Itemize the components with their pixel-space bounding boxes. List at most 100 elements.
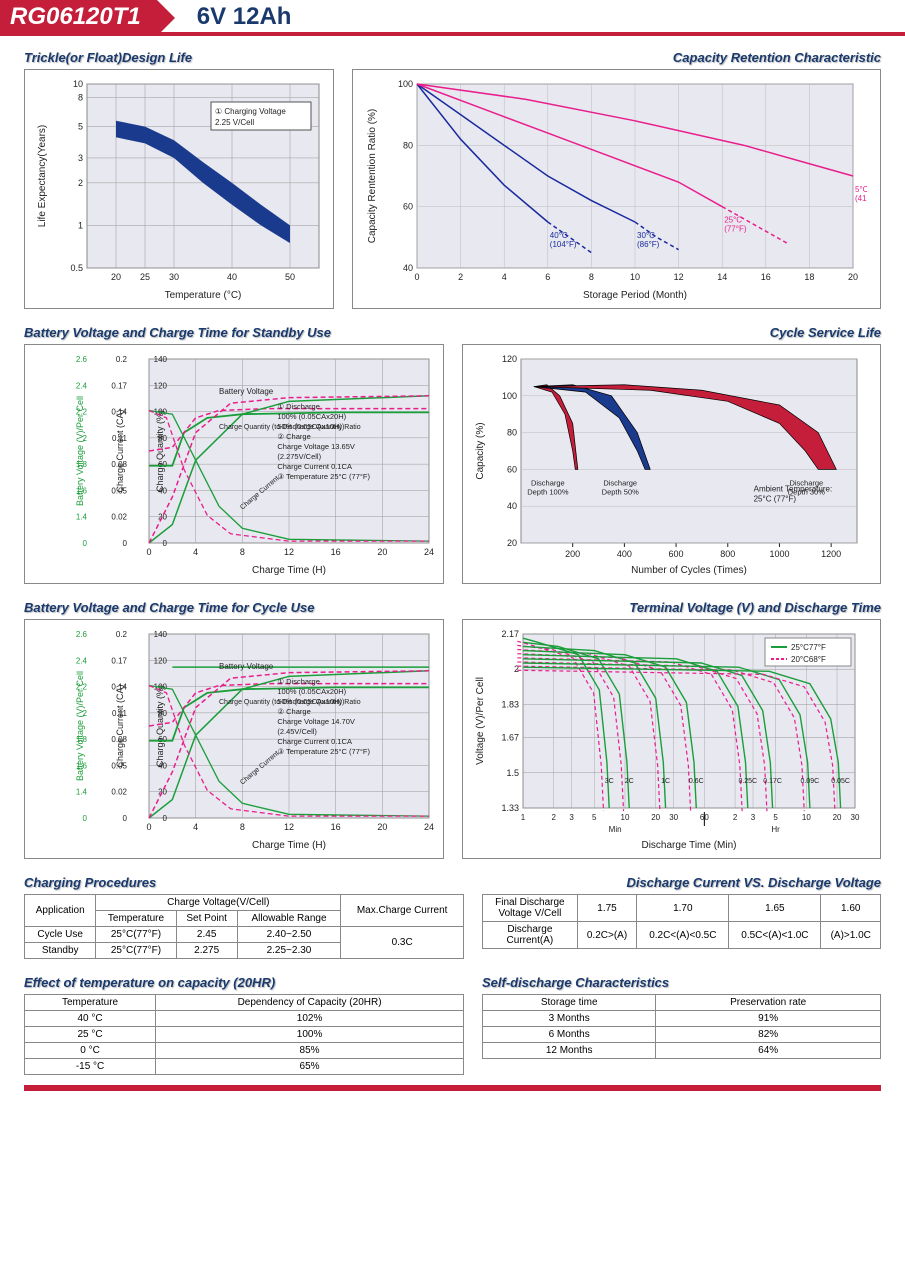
- svg-text:2.17: 2.17: [501, 629, 519, 639]
- svg-text:100% (0.05CAx20H): 100% (0.05CAx20H): [277, 412, 346, 421]
- svg-text:0.17: 0.17: [111, 656, 127, 665]
- svg-text:140: 140: [154, 630, 168, 639]
- svg-text:12: 12: [674, 272, 684, 282]
- svg-text:5: 5: [592, 813, 597, 822]
- svg-text:40: 40: [507, 501, 517, 511]
- svg-text:Discharge: Discharge: [531, 478, 565, 487]
- svg-text:1.83: 1.83: [501, 699, 519, 709]
- svg-text:60: 60: [507, 464, 517, 474]
- charging-procedures-table: ApplicationCharge Voltage(V/Cell)Max.Cha…: [24, 894, 464, 959]
- svg-text:2: 2: [78, 178, 83, 188]
- svg-text:60: 60: [403, 202, 413, 212]
- header: RG06120T1 6V 12Ah: [0, 0, 905, 36]
- svg-text:0: 0: [163, 814, 168, 823]
- svg-text:20: 20: [377, 822, 387, 832]
- chart1: 0.512358102025304050① Charging Voltage 2…: [24, 69, 334, 309]
- svg-text:8: 8: [240, 547, 245, 557]
- svg-text:20: 20: [158, 513, 167, 522]
- svg-text:20: 20: [507, 538, 517, 548]
- svg-text:0: 0: [83, 539, 88, 548]
- svg-text:Battery Voltage: Battery Voltage: [219, 387, 274, 396]
- svg-text:5: 5: [78, 122, 83, 132]
- svg-text:10: 10: [802, 813, 811, 822]
- svg-text:50% (0.05CAx10H): 50% (0.05CAx10H): [277, 422, 342, 431]
- svg-text:Capacity Rentention Ratio (%): Capacity Rentention Ratio (%): [367, 109, 378, 244]
- svg-text:1.67: 1.67: [501, 733, 519, 743]
- chart2: 0246810121416182040608010040°C(104°F)30°…: [352, 69, 881, 309]
- svg-text:Charge Time (H): Charge Time (H): [252, 840, 326, 851]
- svg-text:(86°F): (86°F): [637, 240, 660, 249]
- svg-text:Charge Quantity (%): Charge Quantity (%): [155, 685, 165, 767]
- svg-text:40°C: 40°C: [550, 231, 568, 240]
- self-discharge-table: Storage timePreservation rate3 Months91%…: [482, 994, 881, 1059]
- svg-text:③ Temperature 25°C (77°F): ③ Temperature 25°C (77°F): [277, 747, 370, 756]
- svg-text:(41°F): (41°F): [855, 194, 867, 203]
- svg-text:2.4: 2.4: [76, 381, 88, 390]
- chart2-title: Capacity Retention Characteristic: [352, 50, 881, 65]
- svg-text:0: 0: [83, 814, 88, 823]
- svg-text:16: 16: [331, 822, 341, 832]
- svg-text:0.02: 0.02: [111, 513, 127, 522]
- chart6: 1.331.51.671.8322.1712351020306023510203…: [462, 619, 881, 859]
- svg-text:600: 600: [669, 549, 684, 559]
- spec-label: 6V 12Ah: [157, 0, 905, 36]
- svg-text:100: 100: [398, 79, 413, 89]
- svg-text:1C: 1C: [661, 778, 670, 785]
- svg-text:20°C68°F: 20°C68°F: [791, 655, 826, 664]
- svg-text:800: 800: [720, 549, 735, 559]
- table1-title: Charging Procedures: [24, 875, 464, 890]
- svg-text:30°C: 30°C: [637, 231, 655, 240]
- model-label: RG06120T1: [0, 0, 157, 36]
- svg-text:80: 80: [403, 140, 413, 150]
- chart5-title: Battery Voltage and Charge Time for Cycl…: [24, 600, 444, 615]
- svg-text:Charge Current 0.1CA: Charge Current 0.1CA: [277, 462, 352, 471]
- discharge-current-table: Final DischargeVoltage V/Cell1.751.701.6…: [482, 894, 881, 949]
- svg-text:Battery Voltage (V)/Per Cell: Battery Voltage (V)/Per Cell: [75, 396, 85, 506]
- svg-text:1.5: 1.5: [506, 768, 519, 778]
- svg-text:0: 0: [123, 814, 128, 823]
- svg-text:(104°F): (104°F): [550, 240, 577, 249]
- svg-text:0.2: 0.2: [116, 355, 128, 364]
- svg-text:2: 2: [733, 813, 738, 822]
- svg-text:1000: 1000: [769, 549, 789, 559]
- svg-text:6: 6: [545, 272, 550, 282]
- svg-text:(2.275V/Cell): (2.275V/Cell): [277, 452, 321, 461]
- chart3: 04812162024020406080100120140Charge Quan…: [24, 344, 444, 584]
- svg-text:2.6: 2.6: [76, 630, 88, 639]
- svg-text:24: 24: [424, 822, 434, 832]
- svg-text:400: 400: [617, 549, 632, 559]
- svg-text:8: 8: [78, 93, 83, 103]
- svg-text:Charge Voltage 13.65V: Charge Voltage 13.65V: [277, 442, 355, 451]
- svg-text:8: 8: [589, 272, 594, 282]
- svg-text:Voltage (V)/Per Cell: Voltage (V)/Per Cell: [475, 677, 486, 765]
- svg-text:120: 120: [502, 354, 517, 364]
- svg-text:2: 2: [551, 813, 556, 822]
- svg-text:4: 4: [193, 547, 198, 557]
- svg-text:0: 0: [146, 822, 151, 832]
- svg-text:Charge Quantity (%): Charge Quantity (%): [155, 410, 165, 492]
- temp-capacity-table: TemperatureDependency of Capacity (20HR)…: [24, 994, 464, 1075]
- svg-text:Discharge: Discharge: [603, 478, 637, 487]
- svg-text:50% (0.05CAx10H): 50% (0.05CAx10H): [277, 697, 342, 706]
- svg-text:10: 10: [73, 79, 83, 89]
- svg-text:0: 0: [414, 272, 419, 282]
- svg-text:0.6C: 0.6C: [689, 778, 704, 785]
- svg-text:Discharge Time (Min): Discharge Time (Min): [641, 840, 736, 851]
- svg-text:0: 0: [123, 539, 128, 548]
- svg-text:0.25C: 0.25C: [738, 778, 757, 785]
- svg-text:0: 0: [146, 547, 151, 557]
- svg-text:0.02: 0.02: [111, 788, 127, 797]
- svg-text:12: 12: [284, 822, 294, 832]
- svg-text:100% (0.05CAx20H): 100% (0.05CAx20H): [277, 687, 346, 696]
- svg-text:Depth 50%: Depth 50%: [602, 487, 639, 496]
- footer-bar: [24, 1085, 881, 1091]
- svg-text:2.6: 2.6: [76, 355, 88, 364]
- svg-text:16: 16: [761, 272, 771, 282]
- svg-text:(2.45V/Cell): (2.45V/Cell): [277, 727, 317, 736]
- svg-text:② Charge: ② Charge: [277, 707, 310, 716]
- svg-text:① Discharge: ① Discharge: [277, 402, 320, 411]
- svg-text:25°C: 25°C: [724, 216, 742, 225]
- svg-text:3C: 3C: [605, 778, 614, 785]
- svg-text:Ambient Temperature:: Ambient Temperature:: [754, 484, 833, 493]
- svg-text:(77°F): (77°F): [724, 225, 747, 234]
